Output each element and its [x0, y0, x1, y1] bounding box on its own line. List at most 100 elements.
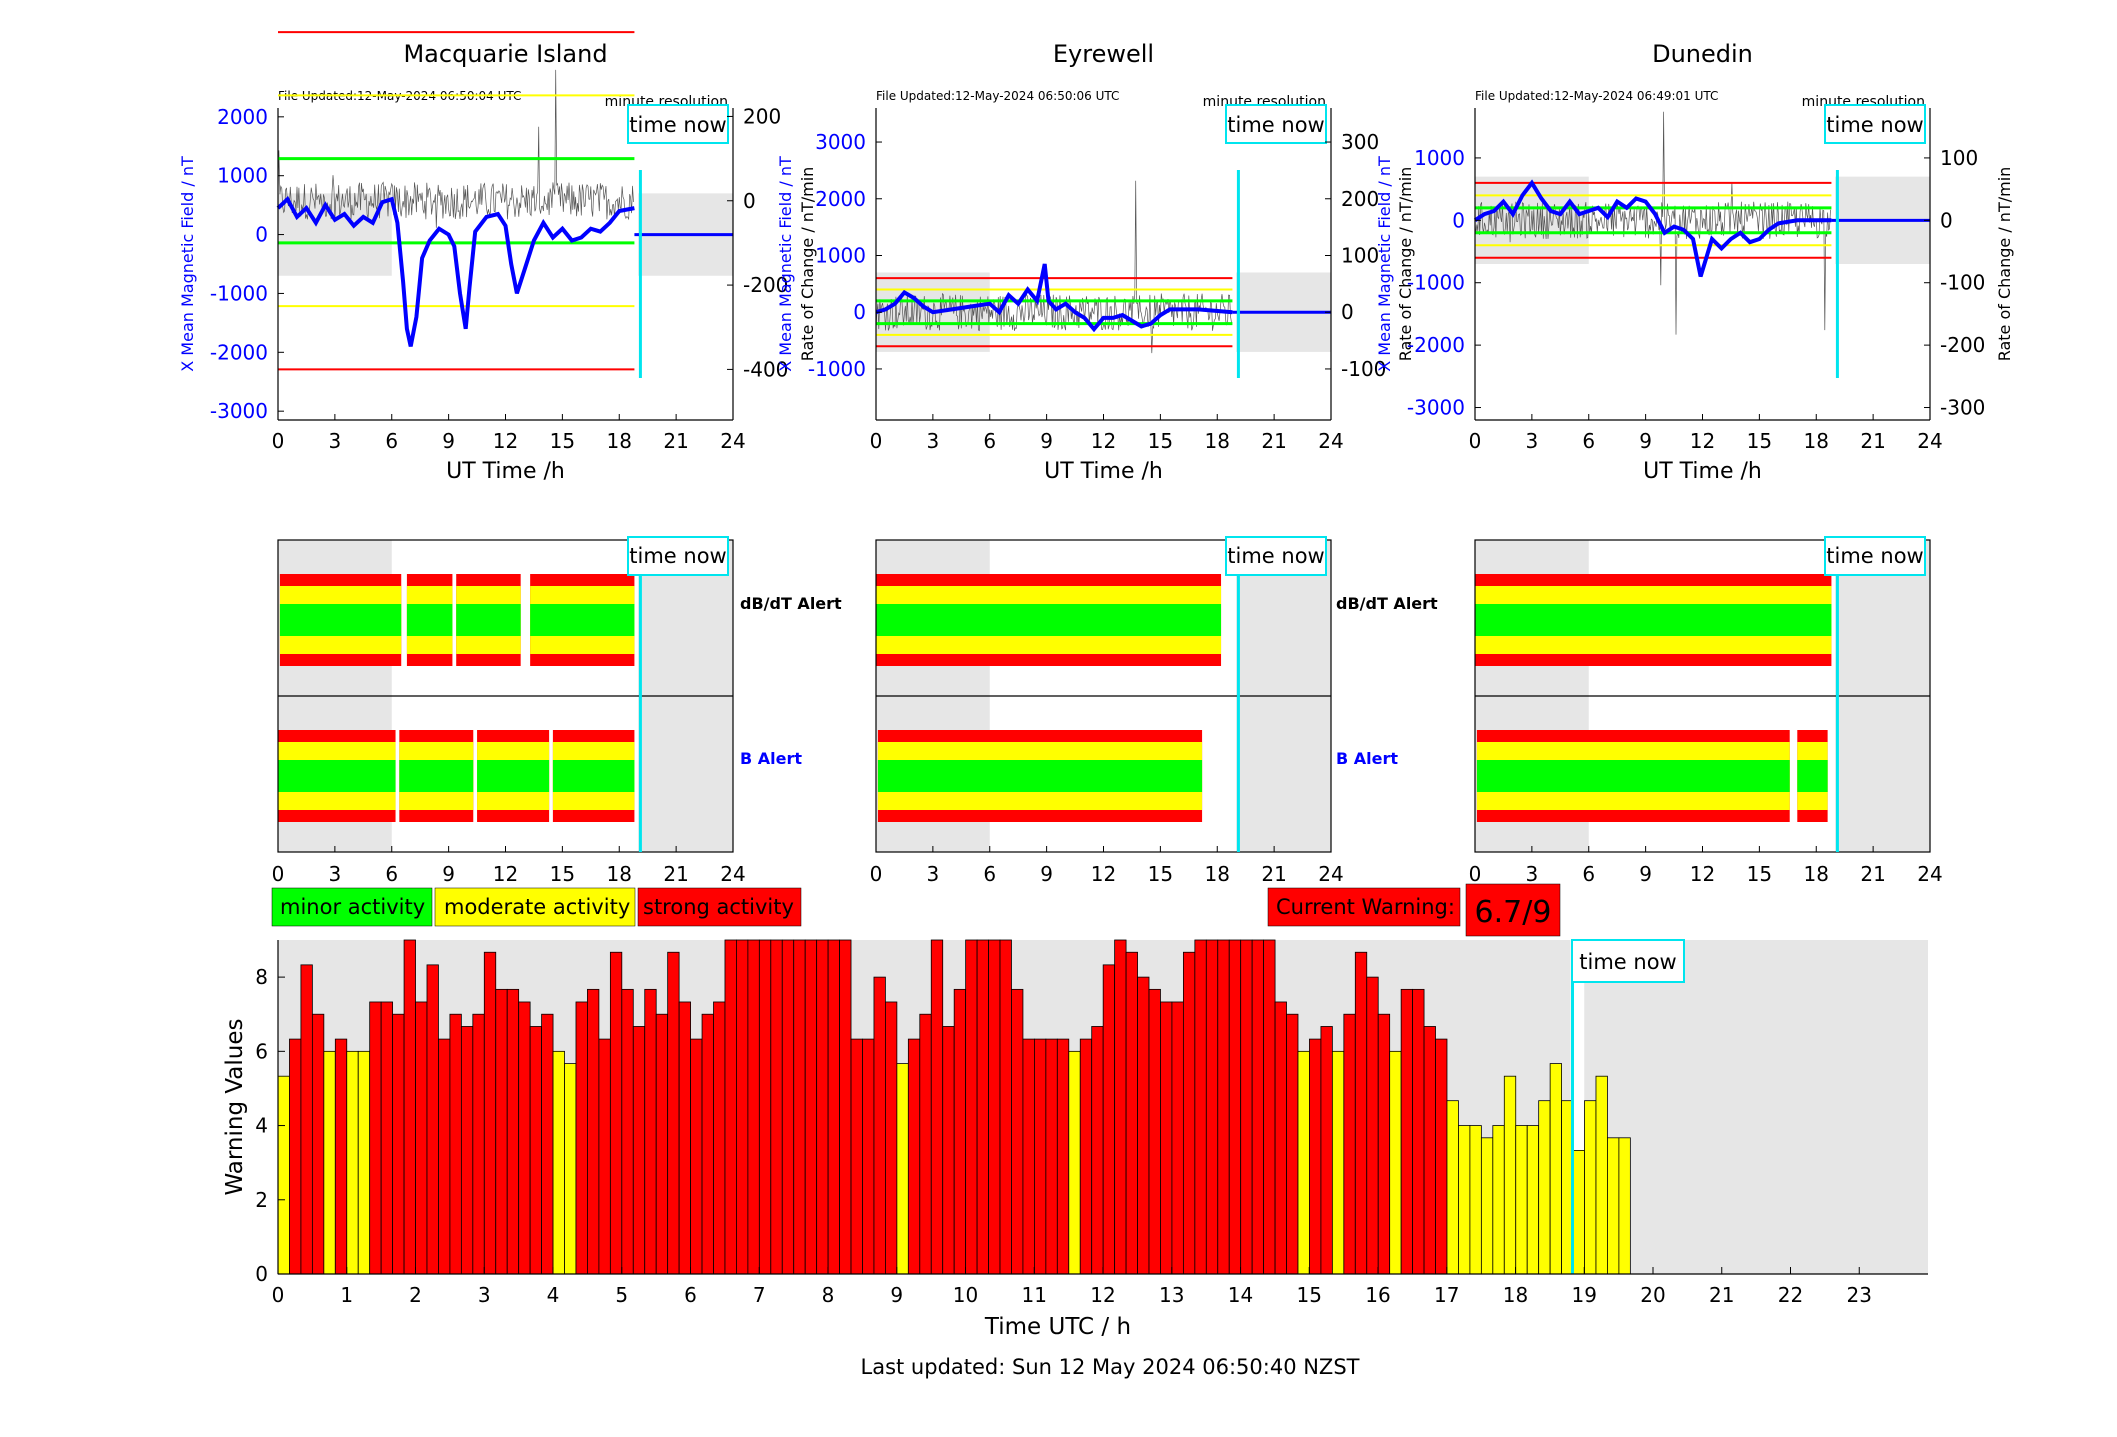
warning-bar [575, 1001, 588, 1275]
dbdt-green-block [279, 604, 402, 636]
x-axis-label: UT Time /h [446, 459, 565, 484]
dbdt-green-block [1475, 604, 1832, 636]
left-tick-label: -3000 [1407, 396, 1465, 420]
x-tick-label: 3 [329, 862, 342, 886]
warning-bar [1515, 1125, 1528, 1275]
warning-bar [1354, 951, 1368, 1275]
x-tick-label: 6 [385, 429, 398, 453]
x-tick-label: 9 [890, 1283, 903, 1307]
left-tick-label: 1000 [815, 243, 866, 267]
warning-bar [1205, 939, 1219, 1275]
x-tick-label: 18 [1205, 862, 1230, 886]
y-axis-label: Warning Values [222, 1018, 248, 1195]
x-tick-label: 12 [1090, 1283, 1115, 1307]
warning-bar [506, 988, 520, 1275]
right-tick-label: -200 [743, 273, 788, 297]
time-now-box [627, 536, 729, 576]
x-tick-label: 21 [1261, 862, 1286, 886]
right-tick-label: 100 [1940, 146, 1978, 170]
x-tick-label: 21 [1860, 862, 1885, 886]
x-tick-label: 12 [1091, 429, 1116, 453]
x-axis-label: UT Time /h [1643, 459, 1762, 484]
x-tick-label: 21 [1709, 1283, 1734, 1307]
warning-bar [827, 939, 840, 1275]
x-tick-label: 9 [442, 429, 455, 453]
x-tick-label: 6 [684, 1283, 697, 1307]
warning-bar [1182, 951, 1196, 1275]
warning-bar [1389, 1050, 1402, 1275]
time-now-box [1225, 536, 1327, 576]
left-tick-label: -3000 [210, 399, 268, 423]
dbdt-alert-label: dB/dT Alert [1336, 594, 1438, 613]
warning-bar [472, 1013, 485, 1275]
left-tick-label: -1000 [210, 281, 268, 305]
warning-bar [999, 939, 1012, 1275]
x-tick-label: 24 [720, 862, 745, 886]
b-green-block [477, 760, 550, 792]
warning-bar [392, 1013, 405, 1275]
warning-bar [564, 1063, 577, 1275]
x-tick-label: 16 [1365, 1283, 1390, 1307]
dbdt-green-block [530, 604, 635, 636]
file-updated-text: File Updated:12-May-2024 06:49:01 UTC [1475, 89, 1718, 103]
x-tick-label: 8 [822, 1283, 835, 1307]
warning-bar [449, 1013, 462, 1275]
right-tick-label: 200 [743, 104, 781, 128]
warning-bar [1331, 1050, 1345, 1275]
b-alert-label: B Alert [740, 749, 802, 768]
x-tick-label: 4 [547, 1283, 560, 1307]
x-tick-label: 9 [442, 862, 455, 886]
x-tick-label: 1 [340, 1283, 353, 1307]
x-tick-label: 3 [329, 429, 342, 453]
x-tick-label: 18 [607, 429, 632, 453]
x-tick-label: 9 [1639, 862, 1652, 886]
warning-bar [930, 939, 944, 1275]
alert-panel-1: time now 0 3 6 9 12 15 18 21 24 [272, 536, 746, 886]
warning-bar [1595, 1075, 1608, 1275]
left-tick-label: 0 [1452, 208, 1465, 232]
x-tick-label: 20 [1640, 1283, 1665, 1307]
x-tick-label: 21 [663, 429, 688, 453]
warning-bar [1228, 939, 1242, 1275]
b-green-block [399, 760, 474, 792]
warning-bar [621, 988, 634, 1275]
panel-title: Macquarie Island [403, 40, 607, 68]
warning-bar [713, 1001, 726, 1275]
warning-bar [804, 939, 818, 1275]
right-tick-label: -100 [1341, 357, 1386, 381]
x-tick-label: 15 [1747, 429, 1772, 453]
warning-bar [1194, 939, 1207, 1275]
time-now-label: time now [1579, 950, 1676, 974]
x-tick-label: 18 [1205, 429, 1230, 453]
x-tick-label: 15 [1148, 862, 1173, 886]
current-warning-value: 6.7/9 [1475, 895, 1552, 930]
x-tick-label: 18 [1804, 429, 1829, 453]
x-tick-label: 24 [1917, 862, 1942, 886]
x-tick-label: 9 [1040, 862, 1053, 886]
warning-bar [919, 1013, 932, 1275]
warning-bar [1469, 1125, 1482, 1275]
warning-bar [873, 976, 886, 1275]
x-tick-label: 21 [663, 862, 688, 886]
warning-bar [896, 1063, 909, 1275]
warning-bar [323, 1050, 336, 1275]
legend-moderate-label: moderate activity [444, 895, 630, 919]
warning-bar [598, 1038, 611, 1275]
warning-bar [1274, 1001, 1287, 1275]
warning-bar [415, 1001, 428, 1275]
x-tick-label: 3 [1526, 429, 1539, 453]
dbdt-green-block [406, 604, 453, 636]
x-tick-label: 6 [385, 862, 398, 886]
warning-bar [1423, 1026, 1436, 1275]
warning-bar [953, 988, 967, 1275]
x-tick-label: 6 [983, 862, 996, 886]
right-tick-label: -300 [1940, 396, 1985, 420]
x-tick-label: 9 [1639, 429, 1652, 453]
left-tick-label: 0 [255, 223, 268, 247]
warning-bar [1068, 1050, 1081, 1275]
warning-bar [781, 939, 795, 1275]
x-tick-label: 15 [1148, 429, 1173, 453]
time-now-label: time now [1227, 544, 1324, 568]
warning-bar [862, 1038, 875, 1275]
warning-bar [300, 964, 313, 1275]
